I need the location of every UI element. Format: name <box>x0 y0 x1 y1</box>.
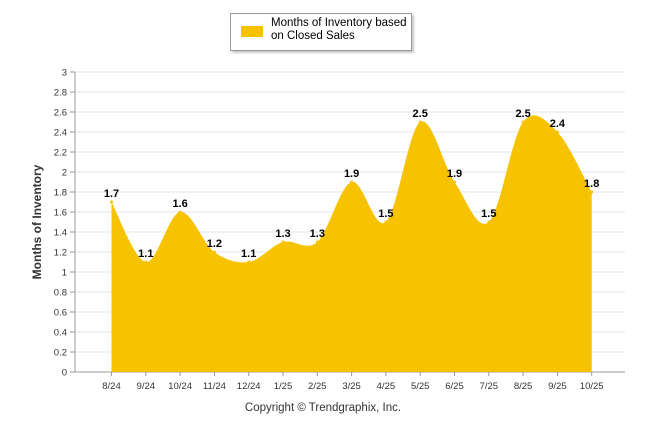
x-tick-label: 1/25 <box>274 381 293 392</box>
data-label: 2.5 <box>515 108 530 120</box>
data-label: 1.9 <box>447 168 462 180</box>
y-tick-label: 2.6 <box>54 108 67 119</box>
y-tick-label: 0.6 <box>54 308 67 319</box>
data-point <box>281 240 285 244</box>
y-tick-label: 1.4 <box>54 228 67 239</box>
legend-swatch <box>241 26 263 37</box>
x-tick-label: 11/24 <box>203 381 226 392</box>
legend-label-line2: on Closed Sales <box>271 30 355 42</box>
data-label: 1.1 <box>138 248 153 260</box>
x-tick-label: 7/25 <box>480 381 499 392</box>
data-label: 1.8 <box>584 178 599 190</box>
data-point <box>521 120 525 124</box>
y-tick-label: 1.2 <box>54 248 67 259</box>
data-point <box>487 220 491 224</box>
x-tick-label: 9/24 <box>137 381 156 392</box>
data-label: 1.3 <box>310 228 325 240</box>
x-tick-label: 10/25 <box>580 381 604 392</box>
y-tick-label: 0.4 <box>54 328 67 339</box>
data-label: 1.1 <box>241 248 256 260</box>
y-tick-label: 2.2 <box>54 148 67 159</box>
x-tick-label: 9/25 <box>548 381 567 392</box>
legend-label: Months of Inventory based on Closed Sale… <box>271 17 407 43</box>
data-point <box>315 240 319 244</box>
data-label: 2.4 <box>550 118 566 130</box>
y-tick-label: 1.6 <box>54 208 67 219</box>
data-point <box>110 200 113 204</box>
x-tick-label: 4/25 <box>377 381 396 392</box>
y-tick-label: 0 <box>62 368 67 379</box>
data-label: 1.2 <box>207 238 222 250</box>
data-point <box>590 190 594 194</box>
data-point <box>350 180 354 184</box>
data-label: 1.7 <box>104 188 119 200</box>
y-tick-label: 1 <box>62 268 67 279</box>
copyright-text: Copyright © Trendgraphix, Inc. <box>244 402 402 414</box>
data-label: 1.9 <box>344 168 359 180</box>
data-point <box>384 220 388 224</box>
data-point <box>178 210 182 214</box>
chart-legend: Months of Inventory based on Closed Sale… <box>230 13 412 51</box>
y-tick-label: 0.2 <box>54 348 67 359</box>
x-tick-label: 8/24 <box>102 381 121 392</box>
y-tick-label: 3 <box>62 68 67 79</box>
data-label: 1.5 <box>481 208 496 220</box>
data-label: 1.5 <box>378 208 393 220</box>
data-point <box>453 180 456 184</box>
data-label: 1.6 <box>172 198 187 210</box>
data-point <box>144 260 148 264</box>
data-label: 2.5 <box>413 108 428 120</box>
x-tick-label: 2/25 <box>308 381 327 392</box>
y-tick-label: 0.8 <box>54 288 67 299</box>
legend-label-line1: Months of Inventory based <box>271 17 407 29</box>
y-axis-title: Months of Inventory <box>30 164 44 279</box>
data-point <box>555 130 559 134</box>
data-label: 1.3 <box>275 228 290 240</box>
area-fill <box>111 115 592 373</box>
x-tick-label: 12/24 <box>237 381 261 392</box>
x-tick-label: 8/25 <box>514 381 533 392</box>
data-point <box>418 120 422 124</box>
x-tick-label: 3/25 <box>342 381 361 392</box>
data-point <box>212 250 216 254</box>
x-tick-label: 5/25 <box>411 381 430 392</box>
y-tick-label: 2.8 <box>54 88 67 99</box>
x-tick-label: 6/25 <box>445 381 464 392</box>
y-tick-label: 2 <box>62 168 67 179</box>
data-point <box>247 260 251 264</box>
y-tick-label: 2.4 <box>54 128 67 139</box>
x-tick-label: 10/24 <box>168 381 192 392</box>
y-tick-label: 1.8 <box>54 188 67 199</box>
